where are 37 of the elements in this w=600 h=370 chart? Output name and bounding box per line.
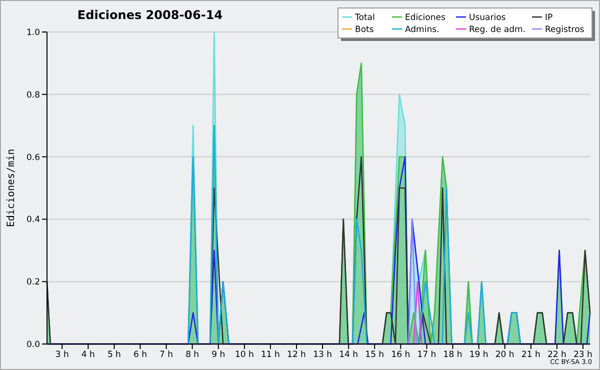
legend-label: Registros — [545, 24, 585, 35]
legend-label: Total — [354, 12, 375, 23]
x-tick-label: 13 h — [313, 350, 332, 360]
y-tick-label: 0.6 — [26, 152, 40, 163]
y-tick-label: 0.4 — [26, 215, 40, 226]
x-tick-label: 4 h — [81, 350, 95, 360]
legend-label: Admins. — [405, 24, 440, 35]
legend-label: Ediciones — [405, 12, 446, 23]
x-tick-label: 11 h — [260, 350, 280, 360]
x-tick-label: 15 h — [365, 350, 384, 360]
x-tick-label: 23 h — [574, 350, 592, 360]
y-axis-title: Ediciones/min — [6, 148, 17, 228]
x-tick-label: 22 h — [547, 350, 566, 360]
legend-label: Bots — [355, 24, 374, 35]
x-tick-label: 10 h — [234, 350, 254, 360]
x-tick-label: 9 h — [212, 350, 226, 360]
x-tick-label: 19 h — [469, 350, 488, 360]
x-tick-label: 20 h — [495, 350, 514, 360]
chart-title: Ediciones 2008-06-14 — [77, 8, 223, 22]
x-tick-label: 16 h — [391, 350, 410, 360]
x-tick-label: 18 h — [443, 350, 462, 360]
y-tick-label: 0.8 — [26, 90, 40, 100]
y-tick-label: 0.0 — [26, 340, 40, 350]
x-tick-label: 7 h — [160, 350, 174, 360]
x-tick-label: 12 h — [287, 350, 306, 360]
x-tick-label: 6 h — [133, 350, 147, 360]
y-tick-label: 0.2 — [26, 278, 40, 288]
x-tick-label: 3 h — [55, 350, 69, 360]
x-tick-label: 5 h — [107, 350, 121, 360]
legend-label: IP — [545, 12, 553, 23]
x-tick-label: 8 h — [186, 350, 200, 360]
x-tick-label: 14 h — [339, 350, 358, 360]
legend-label: Usuarios — [469, 12, 506, 23]
x-tick-label: 17 h — [417, 350, 436, 360]
legend-label: Reg. de adm. — [469, 24, 526, 35]
x-tick-label: 21 h — [521, 350, 540, 360]
y-tick-label: 1.0 — [26, 28, 40, 38]
